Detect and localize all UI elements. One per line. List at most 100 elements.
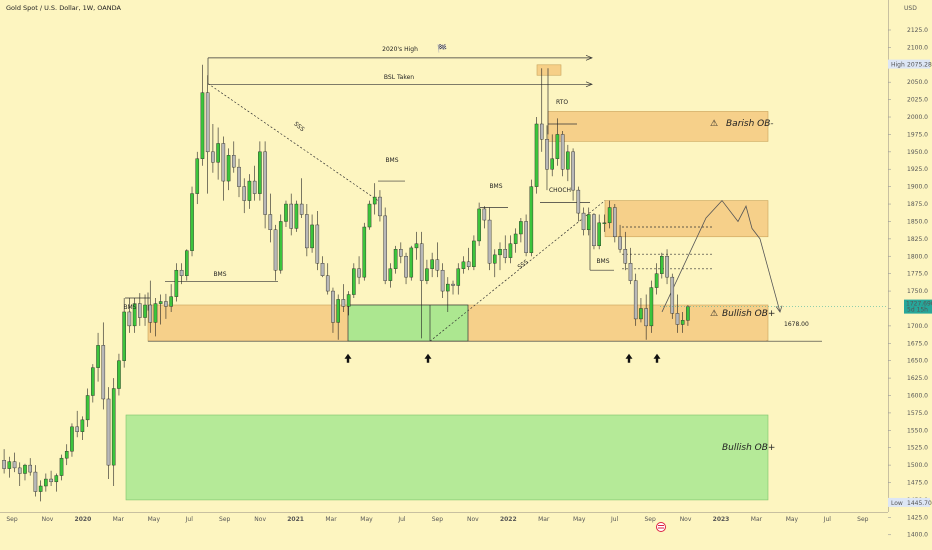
candle-body [221, 143, 226, 182]
candle-body [2, 460, 6, 469]
candle-body [158, 301, 163, 304]
zones-layer [125, 64, 769, 501]
candle-body [607, 207, 612, 224]
label-bearish-ob: Barish OB- [726, 119, 774, 129]
candle-body [425, 268, 429, 281]
candle-body [132, 303, 137, 327]
candle-body [482, 208, 487, 221]
price-tick-label: 1425.0 [907, 514, 928, 521]
candle-body [466, 261, 471, 267]
up-arrow-icon [344, 353, 352, 363]
label-bms-1: BMS [123, 304, 136, 311]
candle-body [492, 254, 497, 264]
price-tick-label: 1950.0 [907, 149, 928, 156]
flag-icon: 🏁 [437, 43, 447, 53]
candle-body [456, 268, 461, 286]
high-value-label: 2075.282 [907, 62, 932, 69]
candle-body [91, 367, 95, 396]
current-price-countdown: 5d 15h [907, 307, 928, 314]
price-tick-label: 1625.0 [907, 375, 928, 382]
price-tick-label: 1875.0 [907, 201, 928, 208]
current-price-badge [904, 299, 932, 314]
time-tick-label: May [148, 516, 161, 523]
candle-body [680, 320, 685, 325]
projection-path [661, 199, 781, 313]
candle-body [153, 303, 158, 323]
price-tick-label: 1750.0 [907, 288, 928, 295]
candle-body [477, 208, 481, 242]
label-2020-high: 2020's High [382, 46, 418, 53]
candle-body [59, 457, 64, 476]
candle-body [143, 304, 147, 318]
candle-body [64, 450, 69, 459]
time-tick-label: 2023 [713, 516, 730, 523]
price-tick-label: 1775.0 [907, 271, 928, 278]
candle-body [393, 249, 398, 269]
candle-body [101, 345, 106, 400]
candle-body [336, 299, 340, 323]
candle-body [675, 313, 680, 325]
candle-body [399, 249, 403, 257]
candle-body [164, 301, 168, 307]
candle-body [639, 308, 643, 320]
candle-body [49, 478, 53, 483]
candle-body [148, 304, 153, 323]
label-rto: RTO [556, 99, 568, 106]
candle-body [367, 203, 372, 228]
candle-body [357, 268, 361, 278]
candle-body [539, 123, 544, 140]
candle-body [654, 273, 659, 288]
up-arrow-icon [625, 353, 633, 363]
candle-body [38, 485, 43, 492]
time-axis-ticks[interactable]: Sep Nov 2020 Mar May Jul Sep Nov 2021 Mar May Jul Se… [6, 516, 868, 523]
candle-body [592, 214, 596, 247]
candle-body [508, 243, 513, 258]
candle-body [513, 233, 518, 244]
time-tick-label: Mar [751, 516, 763, 523]
candles-layer [2, 64, 690, 502]
candle-body [597, 222, 601, 247]
time-tick-label: Sep [6, 516, 18, 523]
price-tick-label: 1550.0 [907, 427, 928, 434]
label-choch: CHOCH [549, 187, 571, 194]
candle-body [545, 139, 549, 170]
candle-body [33, 471, 38, 492]
arrowhead-icon [585, 55, 593, 61]
us-flag-event-icon[interactable] [656, 522, 666, 532]
current-price-value: 1727.690 [906, 301, 932, 308]
candle-body [555, 134, 560, 159]
candle-body [179, 269, 184, 276]
time-tick-label: Nov [42, 516, 54, 523]
time-tick-label: Mar [325, 516, 337, 523]
candle-body [54, 475, 59, 483]
time-tick-label: Nov [254, 516, 266, 523]
price-tick-label: 1500.0 [907, 462, 928, 469]
candle-body [28, 464, 33, 473]
time-tick-label: May [360, 516, 373, 523]
time-tick-label: Jul [610, 516, 619, 523]
candle-body [205, 92, 210, 153]
candle-body [362, 226, 367, 278]
low-value-badge [906, 497, 930, 507]
candle-body [190, 193, 194, 251]
candle-body [111, 388, 116, 466]
candle-body [169, 296, 173, 307]
candle-body [284, 203, 288, 222]
up-arrow-icon [653, 353, 661, 363]
candle-body [17, 467, 22, 474]
time-tick-label: Sep [432, 516, 444, 523]
candle-body [503, 249, 508, 258]
candle-body [644, 308, 648, 327]
bearish-ob-zone [547, 111, 769, 142]
candle-body [273, 229, 278, 271]
candle-body [80, 419, 85, 432]
candle-body [226, 155, 231, 182]
label-bms-4: BMS [489, 183, 502, 190]
candle-body [529, 186, 534, 253]
label-bullish-ob-lower: Bullish OB+ [722, 443, 775, 453]
candle-body [378, 196, 382, 217]
candle-body [341, 299, 346, 307]
us-flag-event-stripe [658, 525, 664, 526]
